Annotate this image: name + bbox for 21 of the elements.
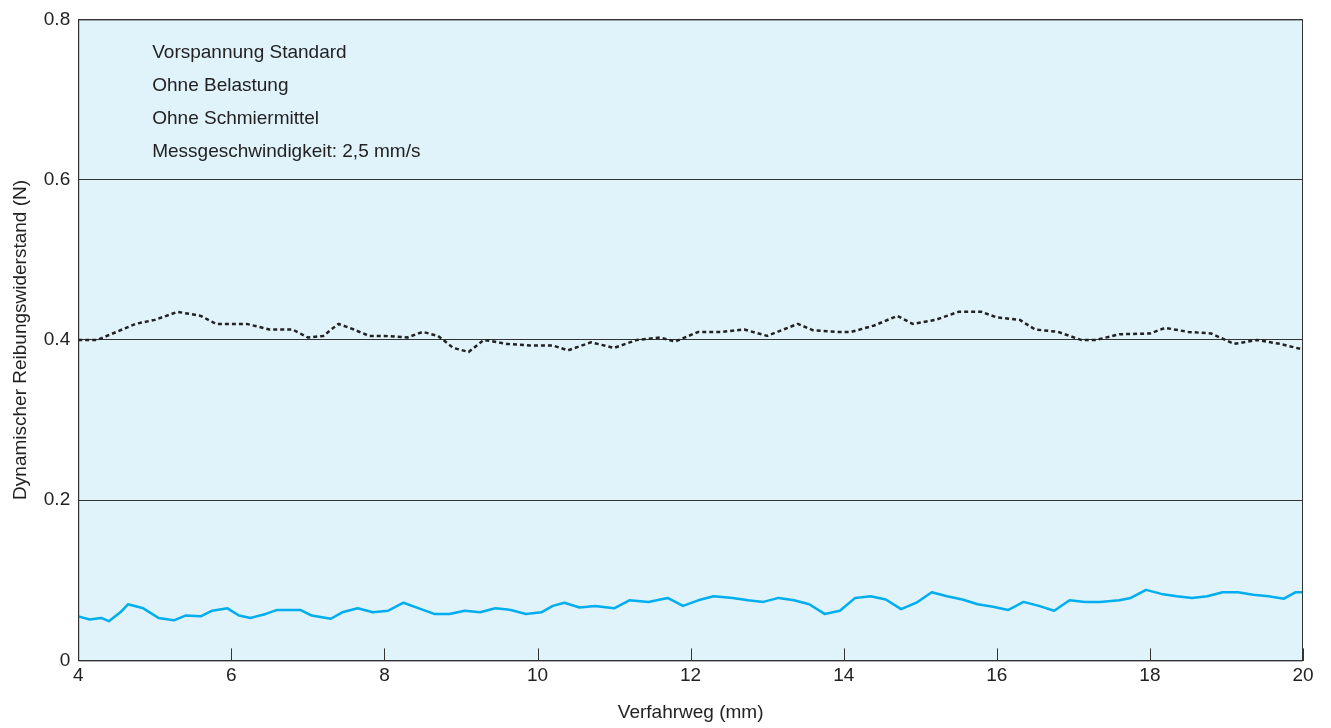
x-tick-label: 20 [1292, 664, 1314, 686]
x-tick-label: 12 [680, 664, 702, 686]
y-tick-label: 0.6 [43, 167, 71, 189]
x-tick-label: 4 [72, 664, 84, 686]
y-tick-label: 0.4 [43, 328, 71, 350]
annotation: Messgeschwindigkeit: 2,5 mm/s [152, 140, 421, 162]
x-tick-label: 16 [986, 664, 1008, 686]
annotation: Ohne Belastung [152, 74, 289, 96]
y-tick-label: 0.2 [43, 488, 71, 510]
x-tick-label: 8 [379, 664, 390, 686]
line-series [78, 310, 1303, 354]
y-axis-title: Dynamischer Reibungswiderstand (N) [8, 179, 30, 500]
x-tick-label: 14 [833, 664, 855, 686]
y-tick-label: 0 [59, 648, 71, 670]
annotation: Vorspannung Standard [152, 41, 347, 63]
x-tick-label: 18 [1139, 664, 1161, 686]
x-axis-title: Verfahrweg (mm) [617, 700, 764, 722]
y-tick-label: 0.8 [43, 7, 71, 29]
x-tick-label: 6 [226, 664, 237, 686]
x-tick-label: 10 [526, 664, 549, 686]
annotation: Ohne Schmiermittel [152, 107, 320, 129]
